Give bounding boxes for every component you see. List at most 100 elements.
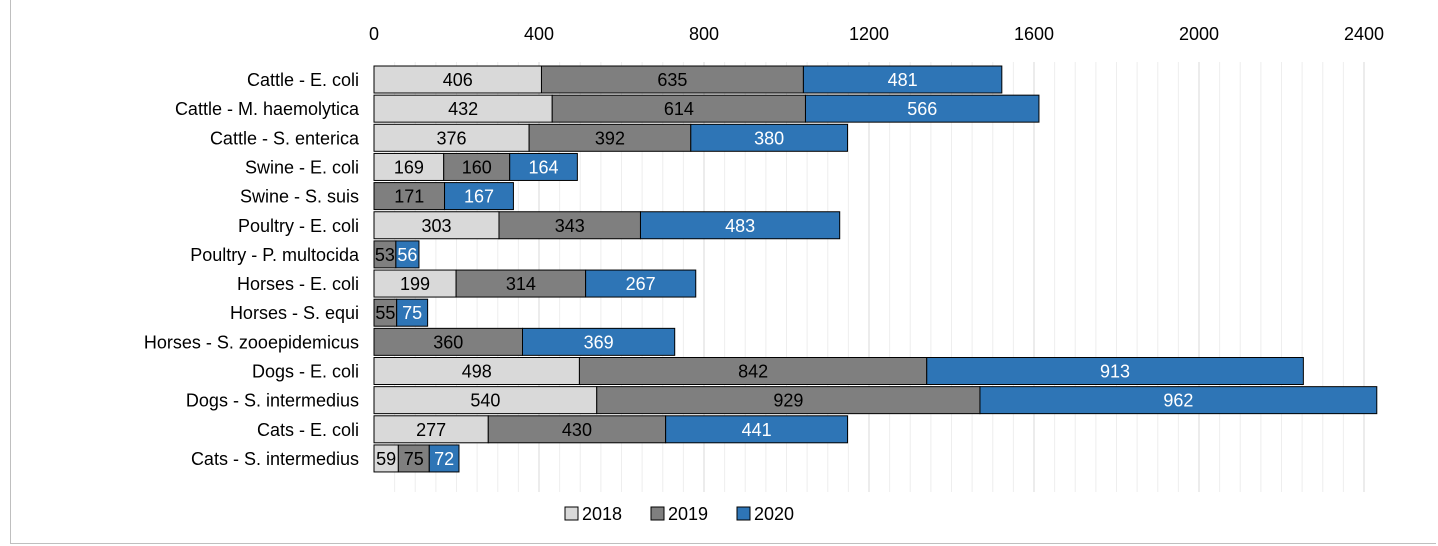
data-label-2020: 72 — [434, 449, 454, 469]
data-label-2019: 55 — [375, 303, 395, 323]
category-label: Cattle - S. enterica — [210, 128, 360, 148]
data-label-2018: 540 — [470, 391, 500, 411]
bar-segment-2019 — [487, 415, 667, 444]
legend-label-2019: 2019 — [668, 504, 708, 524]
data-label-2020: 369 — [584, 332, 614, 352]
bar-segment-2018 — [373, 123, 530, 152]
bar-segment-2020 — [444, 182, 514, 211]
category-label: Horses - E. coli — [237, 274, 359, 294]
data-label-2020: 481 — [888, 70, 918, 90]
x-axis-ticks: 0 400 800 1200 1600 2000 2400 — [369, 24, 1384, 44]
bar-segment-2018 — [373, 357, 580, 385]
bar-segment-2019 — [528, 123, 692, 152]
bar-segment-2019 — [373, 327, 523, 356]
category-label: Swine - S. suis — [240, 187, 359, 207]
bar-segment-2020 — [639, 211, 841, 240]
bar-segment-2019 — [373, 182, 446, 211]
data-label-2018: 432 — [448, 99, 478, 119]
bar-segment-2020 — [804, 94, 1040, 123]
data-label-2019: 53 — [375, 245, 395, 265]
data-label-2020: 56 — [397, 245, 417, 265]
bar-segment-2018 — [373, 444, 399, 473]
data-label-2019: 842 — [738, 362, 768, 382]
category-label: Dogs - E. coli — [252, 362, 359, 382]
bar-segment-2020 — [926, 357, 1304, 385]
bar-segment-2019 — [498, 211, 641, 240]
x-tick-label: 2000 — [1179, 24, 1219, 44]
bar-segment-2018 — [373, 386, 598, 415]
x-tick-label: 2400 — [1344, 24, 1384, 44]
bar-segment-2020 — [428, 444, 460, 473]
category-label: Cattle - E. coli — [247, 70, 359, 90]
x-tick-label: 400 — [524, 24, 554, 44]
data-label-2018: 376 — [437, 128, 467, 148]
data-label-2019: 314 — [506, 274, 536, 294]
data-label-2018: 277 — [416, 420, 446, 440]
x-tick-label: 800 — [689, 24, 719, 44]
data-label-2020: 483 — [725, 216, 755, 236]
category-label: Cats - E. coli — [257, 420, 359, 440]
data-label-2018: 406 — [443, 70, 473, 90]
category-label: Horses - S. equi — [230, 303, 359, 323]
data-label-2019: 171 — [394, 187, 424, 207]
legend-swatch-2019 — [650, 506, 665, 521]
chart-frame — [10, 0, 1436, 544]
legend-swatch-2020 — [736, 506, 751, 521]
data-label-2019: 392 — [595, 128, 625, 148]
legend: 2018 2019 2020 — [564, 504, 794, 524]
bar-segment-2020 — [802, 65, 1003, 94]
bar-segment-2018 — [373, 152, 445, 181]
category-label: Cattle - M. haemolytica — [175, 99, 360, 119]
x-tick-label: 1600 — [1014, 24, 1054, 44]
data-label-2019: 614 — [664, 99, 694, 119]
data-label-2019: 75 — [404, 449, 424, 469]
bar-segment-2018 — [373, 94, 553, 123]
bar-segment-2019 — [551, 94, 806, 123]
data-label-2019: 343 — [555, 216, 585, 236]
bar-segment-2020 — [522, 327, 676, 356]
data-label-2019: 360 — [433, 332, 463, 352]
data-label-2018: 169 — [394, 157, 424, 177]
category-label: Horses - S. zooepidemicus — [144, 332, 359, 352]
data-label-2020: 962 — [1163, 391, 1193, 411]
category-label: Cats - S. intermedius — [191, 449, 359, 469]
data-label-2020: 167 — [464, 187, 494, 207]
data-label-2020: 441 — [742, 420, 772, 440]
data-label-2020: 267 — [626, 274, 656, 294]
category-labels: Cattle - E. coli Cattle - M. haemolytica C… — [144, 70, 360, 469]
bar-segment-2020 — [396, 298, 429, 327]
bars: 406 635 481 432 614 566 376 392 380 169 160 164 171 1… — [373, 65, 1378, 473]
data-label-2018: 498 — [462, 362, 492, 382]
bar-segment-2020 — [665, 415, 849, 444]
bar-segment-2020 — [395, 240, 420, 269]
data-label-2018: 59 — [376, 449, 396, 469]
bar-segment-2019 — [397, 444, 430, 473]
legend-swatch-2018 — [564, 506, 579, 521]
data-label-2020: 913 — [1100, 362, 1130, 382]
legend-label-2018: 2018 — [582, 504, 622, 524]
bar-segment-2018 — [373, 211, 500, 240]
data-label-2020: 75 — [402, 303, 422, 323]
category-label: Poultry - E. coli — [238, 216, 359, 236]
category-label: Swine - E. coli — [245, 157, 359, 177]
data-label-2020: 380 — [754, 128, 784, 148]
x-tick-label: 1200 — [849, 24, 889, 44]
bar-segment-2019 — [596, 386, 981, 415]
bar-segment-2019 — [540, 65, 804, 94]
bar-segment-2020 — [585, 269, 697, 298]
data-label-2019: 929 — [773, 391, 803, 411]
bar-segment-2019 — [455, 269, 587, 298]
bar-segment-2020 — [509, 152, 578, 181]
category-label: Dogs - S. intermedius — [186, 391, 359, 411]
data-label-2019: 430 — [562, 420, 592, 440]
legend-label-2020: 2020 — [754, 504, 794, 524]
bar-segment-2020 — [979, 386, 1378, 415]
data-label-2019: 160 — [462, 157, 492, 177]
data-label-2018: 199 — [400, 274, 430, 294]
bar-segment-2018 — [373, 269, 457, 298]
data-label-2020: 566 — [907, 99, 937, 119]
category-label: Poultry - P. multocida — [190, 245, 360, 265]
data-label-2020: 164 — [529, 157, 559, 177]
data-label-2019: 635 — [657, 70, 687, 90]
